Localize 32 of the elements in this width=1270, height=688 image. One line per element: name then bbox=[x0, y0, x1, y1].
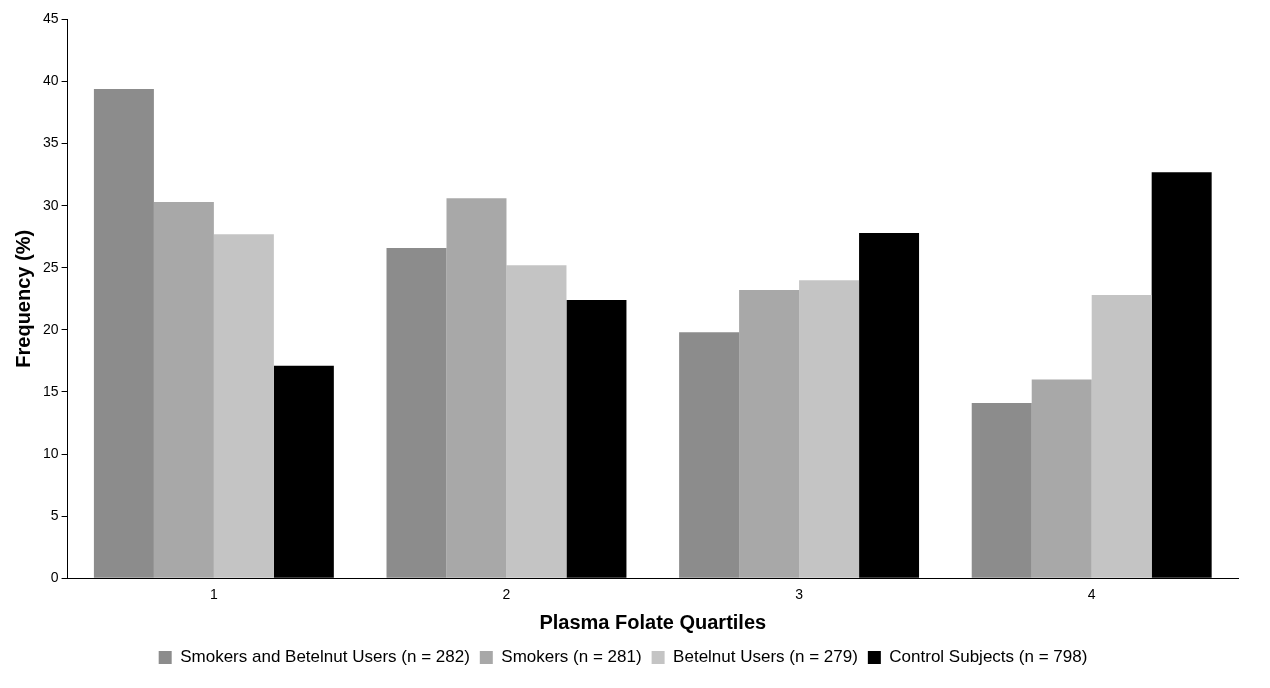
legend-label: Betelnut Users (n = 279) bbox=[673, 647, 858, 667]
y-tick-label: 15 bbox=[42, 382, 59, 399]
y-tick-label: 45 bbox=[42, 10, 59, 27]
y-tick-label: 30 bbox=[42, 196, 59, 213]
y-tick-label: 10 bbox=[42, 444, 59, 461]
bar bbox=[213, 234, 274, 578]
bar bbox=[1031, 379, 1092, 578]
x-tick-label: 4 bbox=[1087, 586, 1096, 603]
bar bbox=[93, 88, 154, 578]
legend-label: Smokers and Betelnut Users (n = 282) bbox=[180, 647, 470, 667]
bar bbox=[679, 332, 740, 578]
bar bbox=[446, 198, 507, 578]
y-tick-label: 35 bbox=[42, 134, 59, 151]
bar bbox=[506, 265, 567, 578]
bar bbox=[971, 403, 1032, 578]
legend-label: Control Subjects (n = 798) bbox=[889, 647, 1088, 667]
y-tick-label: 25 bbox=[42, 258, 59, 275]
y-tick-label: 5 bbox=[50, 506, 59, 523]
y-tick-label: 20 bbox=[42, 320, 59, 337]
x-tick-label: 3 bbox=[795, 586, 804, 603]
y-tick-label: 0 bbox=[50, 569, 59, 586]
bar bbox=[1091, 295, 1152, 578]
y-axis-title: Frequency (%) bbox=[11, 229, 34, 368]
bar bbox=[799, 280, 860, 578]
x-tick-label: 2 bbox=[502, 586, 511, 603]
x-axis-title: Plasma Folate Quartiles bbox=[539, 610, 767, 633]
bar bbox=[386, 247, 447, 578]
bar bbox=[153, 201, 214, 578]
y-tick-label: 40 bbox=[42, 72, 59, 89]
x-tick-label: 1 bbox=[209, 586, 218, 603]
bar bbox=[739, 290, 800, 578]
legend-label: Smokers (n = 281) bbox=[501, 647, 642, 667]
